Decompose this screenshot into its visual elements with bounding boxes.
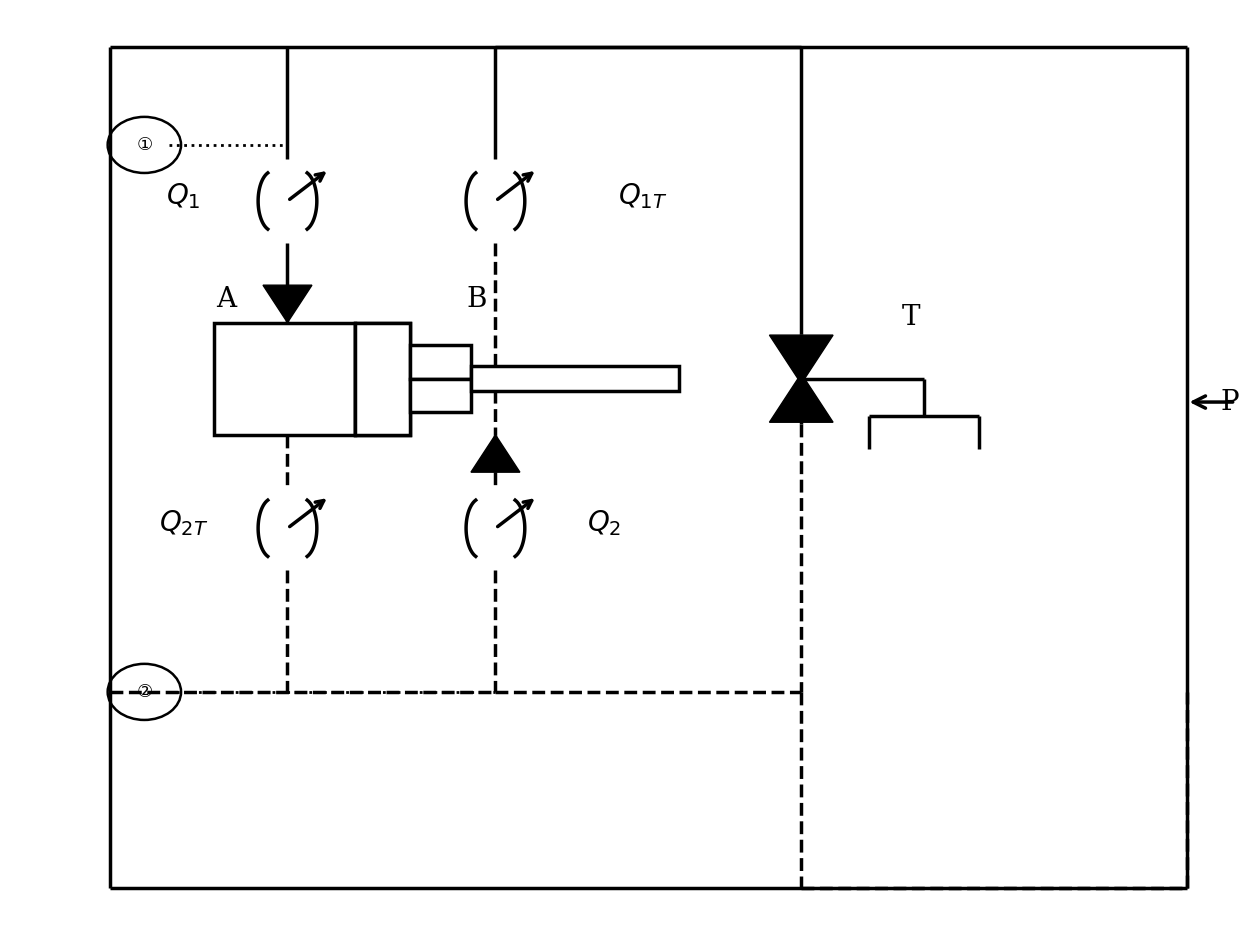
Text: ②: ② — [136, 683, 153, 701]
Text: $Q_1$: $Q_1$ — [166, 181, 201, 211]
Text: T: T — [903, 305, 920, 331]
Text: $Q_{2T}$: $Q_{2T}$ — [159, 509, 208, 539]
Polygon shape — [263, 285, 312, 323]
Bar — [409, 345, 471, 379]
Text: $Q_{1T}$: $Q_{1T}$ — [618, 181, 667, 211]
Polygon shape — [770, 374, 833, 423]
Polygon shape — [770, 335, 833, 383]
Text: B: B — [466, 286, 487, 312]
Bar — [355, 323, 409, 435]
Text: $Q_2$: $Q_2$ — [588, 509, 621, 539]
Text: A: A — [216, 286, 237, 312]
Polygon shape — [471, 435, 520, 472]
Bar — [409, 379, 471, 412]
Bar — [215, 323, 355, 435]
Bar — [355, 323, 409, 435]
Text: P: P — [1221, 389, 1240, 415]
Text: ①: ① — [136, 136, 153, 154]
Bar — [471, 367, 680, 391]
